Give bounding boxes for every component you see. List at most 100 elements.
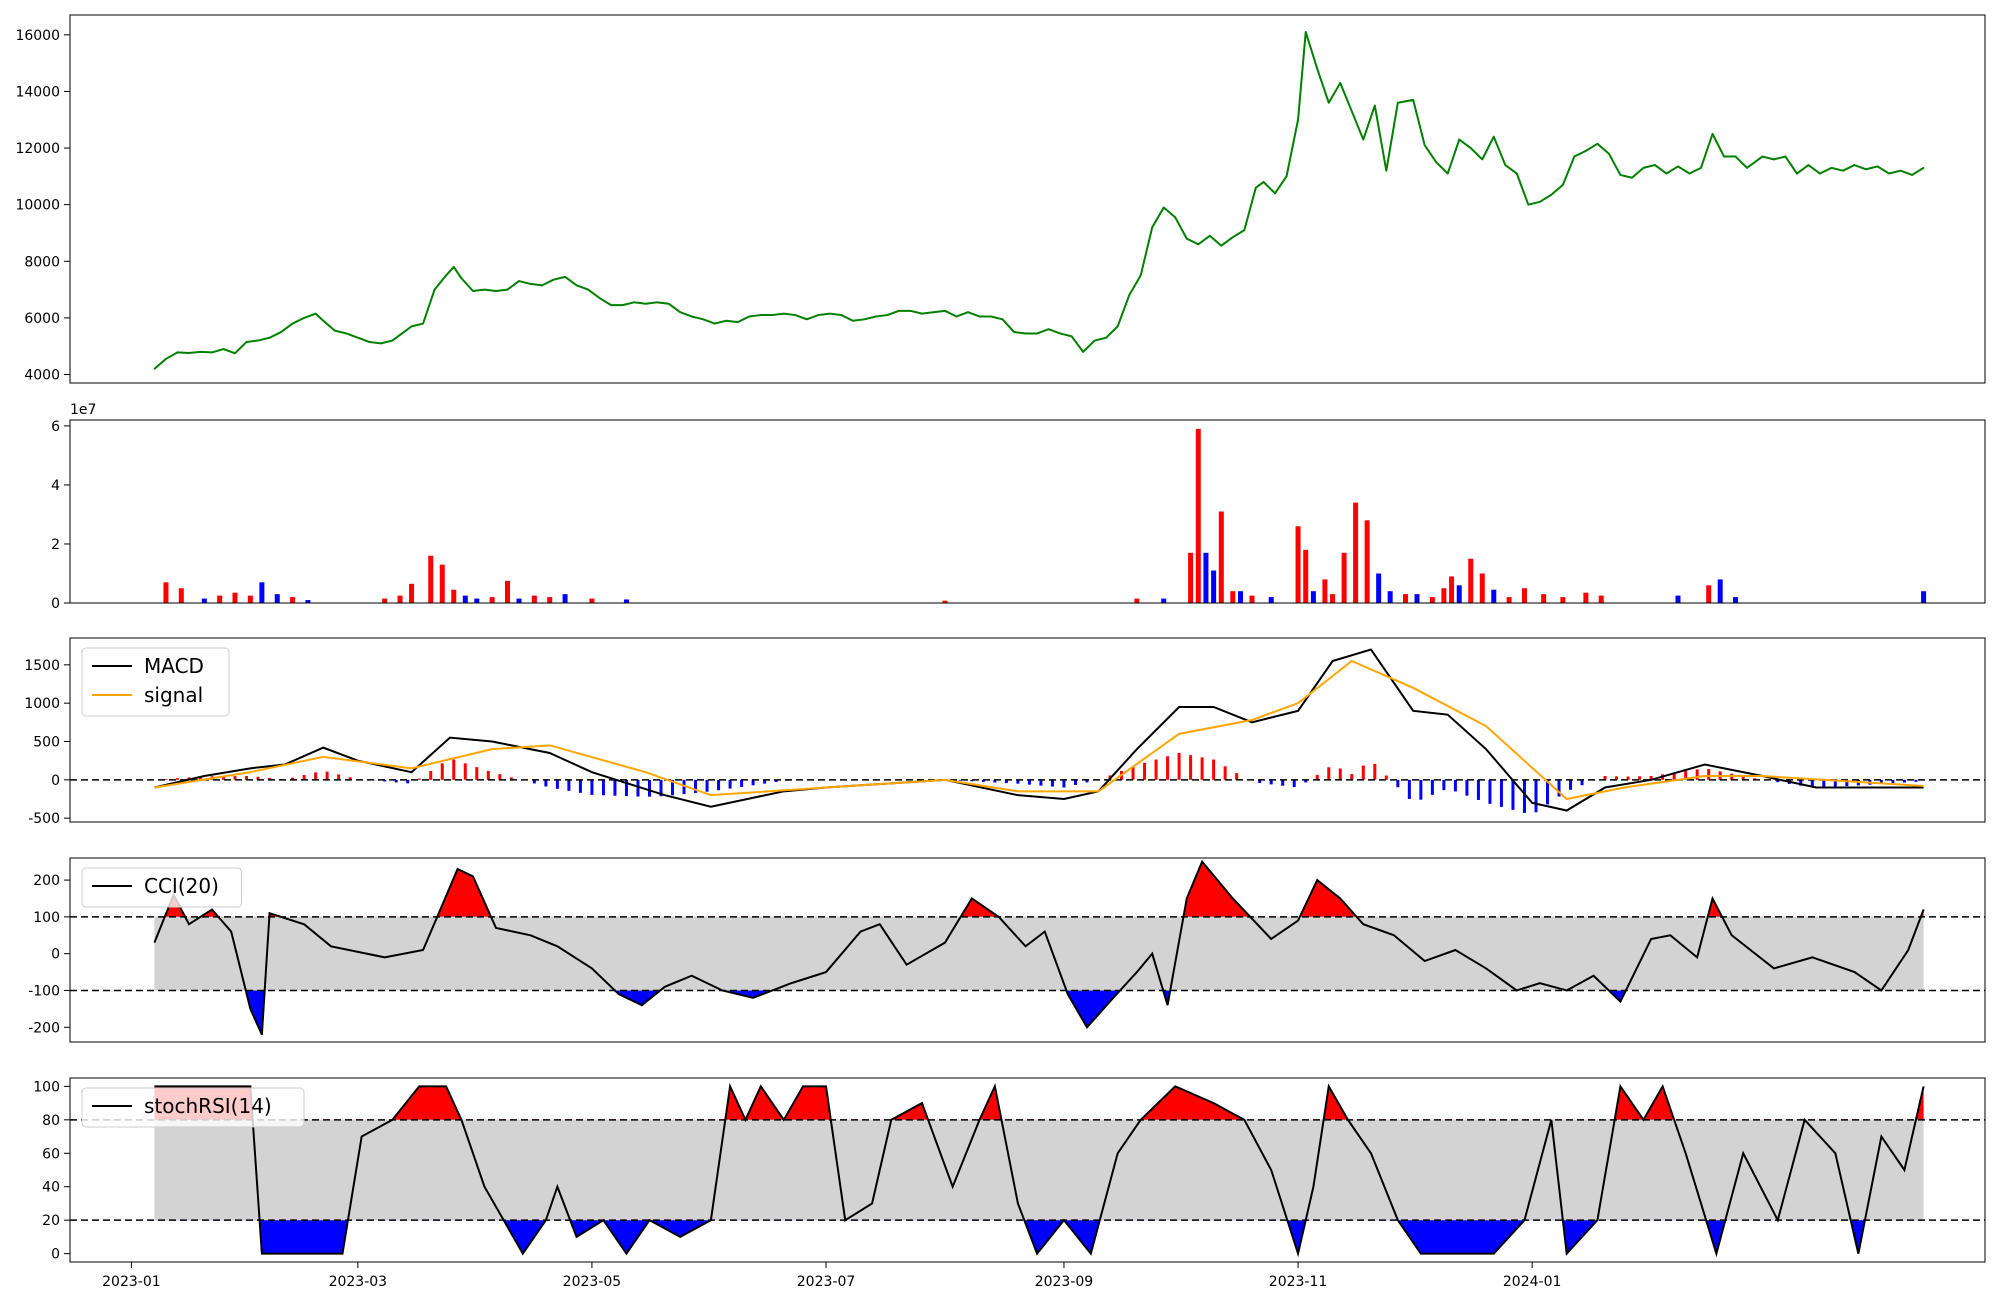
macd-histogram-bar — [1200, 757, 1204, 780]
price-data-point — [1761, 155, 1764, 158]
price-data-point — [1151, 226, 1154, 229]
macd-histogram-bar — [1499, 779, 1503, 807]
macd-histogram-bar — [578, 779, 582, 793]
price-data-point — [541, 284, 543, 287]
macd-histogram-bar — [1684, 771, 1688, 780]
price-data-point — [460, 277, 463, 280]
macd-histogram-bar — [1258, 779, 1262, 784]
volume-bar — [1203, 552, 1209, 603]
macd-histogram-bar — [1522, 779, 1526, 813]
volume-bar — [439, 564, 445, 603]
price-data-point — [1339, 82, 1342, 84]
price-data-point — [587, 288, 589, 291]
price-data-point — [1677, 165, 1679, 168]
price-data-point — [245, 341, 248, 343]
stochrsi-ytick-label: 60 — [42, 1146, 60, 1162]
price-data-point — [199, 351, 202, 353]
macd-histogram-bar — [1626, 776, 1630, 780]
macd-histogram-bar — [1534, 779, 1538, 813]
volume-bar — [1134, 598, 1140, 603]
price-data-point — [1819, 172, 1821, 175]
volume-ytick-label: 2 — [51, 537, 60, 553]
price-data-point — [368, 341, 371, 343]
price-data-point — [433, 288, 436, 291]
price-data-point — [1412, 99, 1414, 101]
macd-histogram-bar — [1615, 776, 1619, 780]
macd-histogram-bar — [1419, 779, 1423, 800]
macd-histogram-bar — [1027, 779, 1031, 785]
macd-histogram-bar — [1131, 766, 1135, 780]
price-data-point — [1285, 175, 1288, 178]
macd-histogram-bar — [1327, 767, 1331, 780]
price-data-point — [1711, 133, 1714, 135]
volume-bar — [1330, 594, 1336, 603]
price-data-point — [1608, 152, 1610, 155]
price-data-point — [771, 314, 774, 316]
macd-histogram-bar — [567, 779, 571, 791]
macd-histogram-bar — [671, 779, 675, 796]
price-data-point — [1773, 158, 1775, 161]
price-data-point — [713, 322, 716, 325]
macd-histogram-bar — [1741, 776, 1745, 780]
macd-histogram-bar — [740, 779, 744, 787]
macd-histogram-bar — [1073, 779, 1077, 785]
price-data-point — [357, 336, 359, 339]
macd-histogram-bar — [1085, 779, 1089, 783]
price-data-point — [944, 310, 946, 312]
volume-bar — [1583, 592, 1589, 603]
price-data-point — [621, 304, 624, 306]
price-data-point — [1746, 167, 1748, 169]
macd-histogram-bar — [1476, 779, 1480, 800]
volume-bar — [1195, 428, 1201, 603]
price-data-point — [1830, 167, 1833, 169]
macd-histogram-bar — [1373, 763, 1377, 780]
macd-histogram-bar — [383, 779, 387, 782]
volume-bar — [1295, 526, 1301, 603]
macd-histogram-bar — [1235, 773, 1239, 780]
price-data-point — [1446, 172, 1449, 175]
price-data-point — [410, 325, 413, 328]
macd-histogram-bar — [774, 779, 778, 782]
price-data-point — [1385, 169, 1388, 172]
x-tick-label: 2024-01 — [1503, 1274, 1562, 1290]
volume-bar — [409, 583, 415, 603]
price-data-point — [1162, 206, 1165, 209]
macd-histogram-bar — [1580, 779, 1584, 786]
macd-histogram-bar — [314, 772, 318, 780]
price-data-point — [529, 283, 532, 285]
macd-axes-frame — [69, 637, 1986, 823]
price-data-point — [1876, 165, 1879, 168]
volume-bar — [1161, 598, 1167, 603]
price-data-point — [495, 290, 497, 292]
x-tick-label: 2023-11 — [1269, 1274, 1328, 1290]
volume-bar — [274, 594, 280, 603]
macd-histogram-bar — [440, 763, 444, 780]
stochrsi-legend-box — [81, 1087, 305, 1128]
price-data-point — [667, 302, 670, 305]
price-data-point — [932, 311, 935, 314]
price-data-point — [1024, 332, 1027, 335]
price-data-point — [1642, 167, 1645, 169]
macd-histogram-bar — [1315, 774, 1319, 780]
macd-histogram-bar — [1361, 765, 1365, 780]
price-data-point — [1036, 332, 1038, 335]
volume-bar — [1414, 594, 1420, 603]
macd-line — [154, 648, 1924, 812]
macd-histogram-bar — [268, 777, 272, 780]
macd-histogram-bar — [1442, 779, 1446, 791]
price-data-point — [898, 310, 900, 312]
price-data-point — [1688, 172, 1691, 175]
volume-bar — [623, 599, 629, 603]
price-data-point — [1539, 201, 1541, 203]
price-data-point — [506, 288, 509, 291]
price-ytick-label: 6000 — [24, 311, 60, 327]
price-data-point — [1700, 167, 1702, 169]
macd-histogram-bar — [1672, 772, 1676, 780]
macd-histogram-bar — [694, 779, 698, 793]
macd-histogram-bar — [1430, 779, 1434, 795]
price-data-point — [483, 288, 486, 291]
price-data-point — [1316, 67, 1319, 70]
price-data-point — [1504, 164, 1507, 166]
x-tick-label: 2023-01 — [102, 1274, 161, 1290]
